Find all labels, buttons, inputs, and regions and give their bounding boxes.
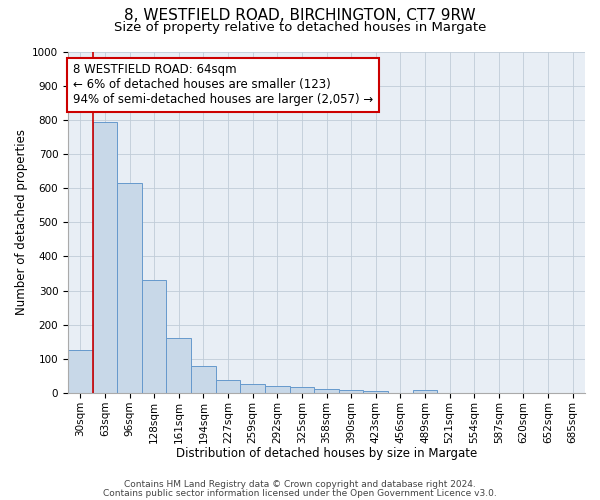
Y-axis label: Number of detached properties: Number of detached properties — [15, 130, 28, 316]
Bar — [290, 388, 314, 393]
Text: Size of property relative to detached houses in Margate: Size of property relative to detached ho… — [114, 21, 486, 34]
Bar — [216, 380, 241, 393]
Text: 8, WESTFIELD ROAD, BIRCHINGTON, CT7 9RW: 8, WESTFIELD ROAD, BIRCHINGTON, CT7 9RW — [124, 8, 476, 22]
Bar — [413, 390, 437, 393]
Bar — [265, 386, 290, 393]
Bar — [241, 384, 265, 393]
Bar — [166, 338, 191, 393]
Bar — [68, 350, 92, 393]
Bar — [364, 390, 388, 393]
Bar — [314, 389, 339, 393]
Text: Contains public sector information licensed under the Open Government Licence v3: Contains public sector information licen… — [103, 490, 497, 498]
Bar — [191, 366, 216, 393]
Bar — [142, 280, 166, 393]
Text: Contains HM Land Registry data © Crown copyright and database right 2024.: Contains HM Land Registry data © Crown c… — [124, 480, 476, 489]
X-axis label: Distribution of detached houses by size in Margate: Distribution of detached houses by size … — [176, 447, 477, 460]
Text: 8 WESTFIELD ROAD: 64sqm
← 6% of detached houses are smaller (123)
94% of semi-de: 8 WESTFIELD ROAD: 64sqm ← 6% of detached… — [73, 64, 373, 106]
Bar — [92, 122, 117, 393]
Bar — [117, 183, 142, 393]
Bar — [339, 390, 364, 393]
